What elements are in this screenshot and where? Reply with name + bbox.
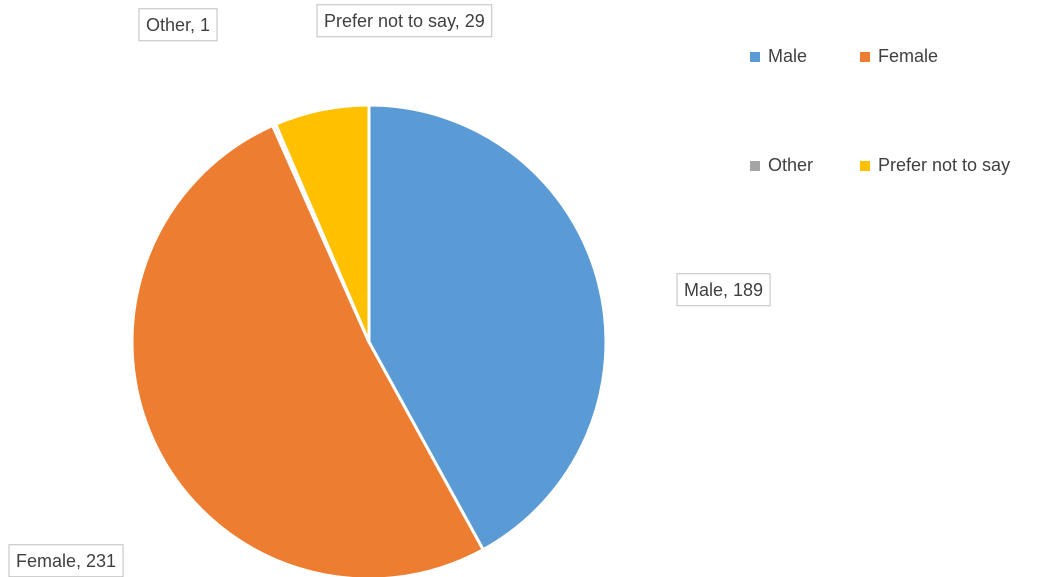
data-label-box — [316, 4, 493, 38]
legend-swatch — [750, 161, 760, 171]
data-label-box — [676, 273, 771, 307]
data-label: Female, 231 — [16, 551, 116, 571]
pie-slice — [274, 103, 371, 344]
legend-label: Female — [878, 46, 938, 66]
data-label: Other, 1 — [146, 15, 210, 35]
legend-label: Male — [768, 46, 807, 66]
pie-slice — [130, 123, 485, 577]
data-label-box — [138, 8, 218, 42]
data-label: Prefer not to say, 29 — [324, 11, 485, 31]
legend-swatch — [860, 161, 870, 171]
legend-swatch — [860, 52, 870, 62]
pie-slice — [367, 103, 608, 552]
legend-label: Other — [768, 155, 813, 175]
legend-swatch — [750, 52, 760, 62]
data-label: Male, 189 — [684, 280, 763, 300]
legend-label: Prefer not to say — [878, 155, 1010, 175]
